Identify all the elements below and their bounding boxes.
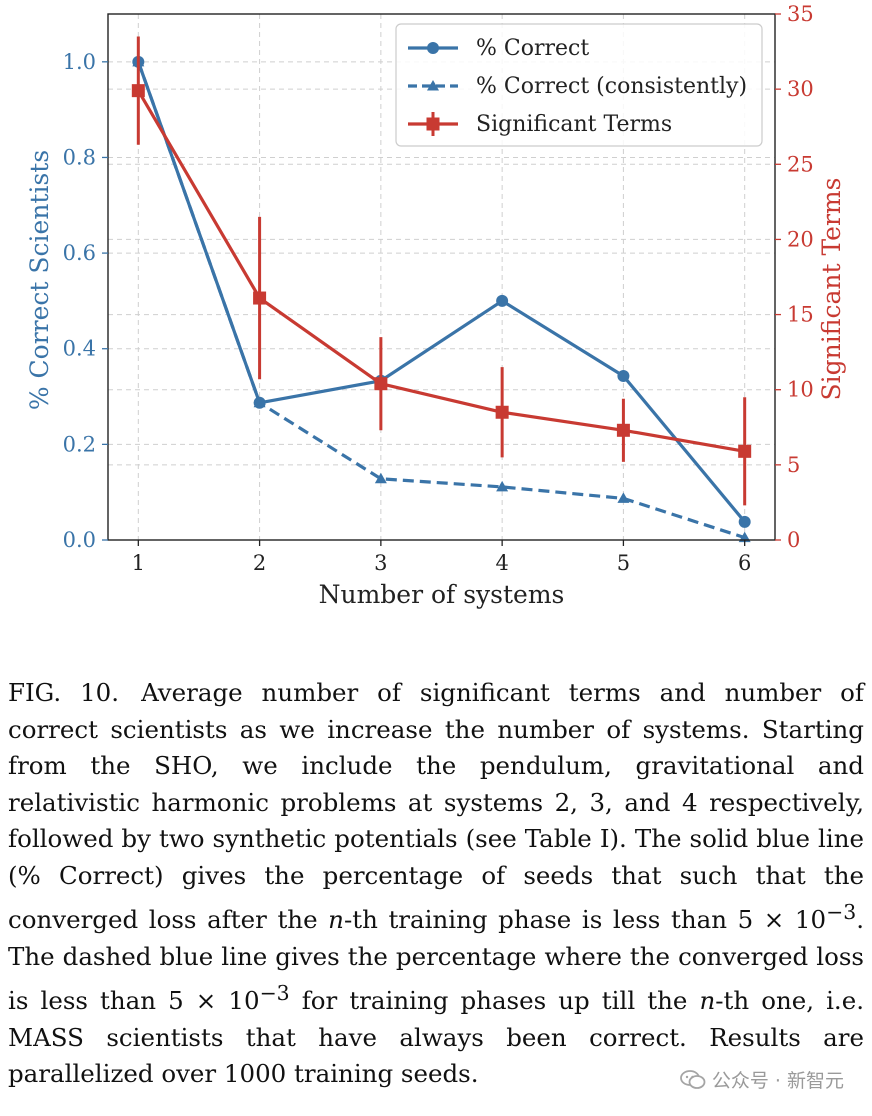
left-y-tick-label: 0.2 xyxy=(63,432,96,456)
x-tick-label: 3 xyxy=(374,551,387,575)
series-line xyxy=(136,89,745,453)
legend-marker xyxy=(426,117,440,131)
right-y-tick-label: 25 xyxy=(787,152,814,176)
right-y-tick-label: 20 xyxy=(787,227,814,251)
legend: % Correct % Correct (consistently) Signifi… xyxy=(395,23,763,147)
data-point xyxy=(616,423,630,437)
data-point xyxy=(253,291,267,305)
axes: 1 2 3 4 5 6 0.0 0.2 0.4 0.6 0.8 1.0 0 5 10 15 20 25 30 35 xyxy=(63,2,814,575)
data-point xyxy=(374,377,388,391)
watermark-text: 公众号 · 新智元 xyxy=(711,1070,844,1092)
legend-marker xyxy=(427,42,439,54)
caption-text-3: . The dashed blue line gives the percent… xyxy=(8,905,864,1016)
data-point xyxy=(495,405,509,419)
figure-caption: FIG. 10. Average number of significant te… xyxy=(8,675,864,1093)
x-tick-label: 1 xyxy=(132,551,145,575)
plot-frame xyxy=(107,13,776,541)
legend-label: % Correct xyxy=(476,36,589,61)
watermark: 公众号 · 新智元 xyxy=(679,1066,844,1093)
left-y-axis-label: % Correct Scientists xyxy=(25,150,54,410)
legend-entry: % Correct (consistently) xyxy=(408,74,747,99)
series-significant-terms xyxy=(131,36,752,506)
right-y-axis-label: Significant Terms xyxy=(817,178,846,401)
legend-box xyxy=(395,23,763,147)
data-point xyxy=(374,472,387,484)
left-y-tick-label: 0.6 xyxy=(63,241,96,265)
caption-exponent: −3 xyxy=(259,981,290,1006)
caption-var-n: n xyxy=(699,986,716,1016)
right-y-tick-label: 30 xyxy=(787,77,814,101)
data-point xyxy=(131,84,145,98)
right-y-tick-label: 35 xyxy=(787,2,814,26)
x-tick-label: 5 xyxy=(617,551,630,575)
caption-text-5: -th one, i.e. MASS scientists that have … xyxy=(8,986,864,1089)
caption-text-2: -th training phase is less than 5 × 10 xyxy=(343,905,827,935)
legend-marker xyxy=(427,80,439,91)
caption-text-1: Average number of significant terms and … xyxy=(8,678,864,935)
left-y-tick-label: 0.8 xyxy=(63,145,96,169)
right-y-tick-label: 0 xyxy=(787,528,800,552)
series-line xyxy=(136,61,746,540)
right-y-tick-label: 5 xyxy=(787,453,800,477)
left-y-tick-label: 0.4 xyxy=(63,337,96,361)
data-point xyxy=(496,294,509,307)
x-axis-label: Number of systems xyxy=(319,580,565,609)
legend-entry: % Correct xyxy=(408,36,589,61)
left-y-tick-label: 0.0 xyxy=(63,528,96,552)
caption-exponent: −3 xyxy=(826,900,857,924)
data-point xyxy=(253,396,266,408)
legend-entry: Significant Terms xyxy=(408,112,672,137)
data-point xyxy=(617,369,630,382)
legend-label: Significant Terms xyxy=(476,112,672,137)
series-line xyxy=(136,61,746,523)
figure-chart: 1 2 3 4 5 6 0.0 0.2 0.4 0.6 0.8 1.0 0 5 10 15 20 25 30 35 N… xyxy=(25,2,846,609)
x-tick-label: 4 xyxy=(495,551,508,575)
data-point xyxy=(617,492,630,503)
left-y-tick-label: 1.0 xyxy=(63,50,96,74)
x-tick-label: 2 xyxy=(253,551,266,575)
caption-label: FIG. 10. xyxy=(8,678,120,707)
right-y-tick-label: 15 xyxy=(787,303,814,327)
caption-var-n: n xyxy=(328,905,344,935)
chart-svg: 1 2 3 4 5 6 0.0 0.2 0.4 0.6 0.8 1.0 0 5 10 15 20 25 30 35 N… xyxy=(25,2,846,609)
right-y-tick-label: 10 xyxy=(787,378,814,402)
data-point xyxy=(496,480,509,492)
wechat-icon xyxy=(679,1069,706,1089)
caption-text-4: for training phases up till the xyxy=(289,986,700,1016)
data-point xyxy=(738,515,751,528)
legend-label: % Correct (consistently) xyxy=(476,74,747,99)
x-tick-label: 6 xyxy=(738,551,751,575)
data-point xyxy=(738,444,752,458)
series-layer xyxy=(131,36,752,543)
